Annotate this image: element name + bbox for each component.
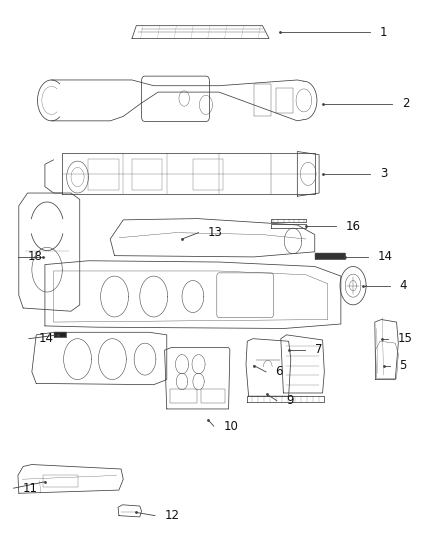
Bar xyxy=(315,253,345,260)
Text: 1: 1 xyxy=(380,26,388,38)
Bar xyxy=(88,159,119,190)
Text: 6: 6 xyxy=(276,366,283,378)
Text: 7: 7 xyxy=(315,343,322,356)
Text: 9: 9 xyxy=(286,394,294,407)
Bar xyxy=(43,475,78,487)
Text: 5: 5 xyxy=(399,359,407,372)
Text: 14: 14 xyxy=(39,332,53,345)
Text: 14: 14 xyxy=(378,251,393,263)
Text: 2: 2 xyxy=(402,97,409,110)
Text: 16: 16 xyxy=(345,220,360,233)
Text: 4: 4 xyxy=(399,279,407,292)
Bar xyxy=(201,389,225,402)
Bar xyxy=(132,159,162,190)
Text: 12: 12 xyxy=(165,509,180,522)
Text: 11: 11 xyxy=(23,482,38,495)
Text: 3: 3 xyxy=(380,167,387,180)
Bar xyxy=(53,332,66,337)
Text: 13: 13 xyxy=(208,226,223,239)
Text: 18: 18 xyxy=(28,251,42,263)
Bar xyxy=(193,159,223,190)
Text: 10: 10 xyxy=(223,419,238,433)
Bar xyxy=(170,389,197,402)
Text: 15: 15 xyxy=(397,332,412,345)
